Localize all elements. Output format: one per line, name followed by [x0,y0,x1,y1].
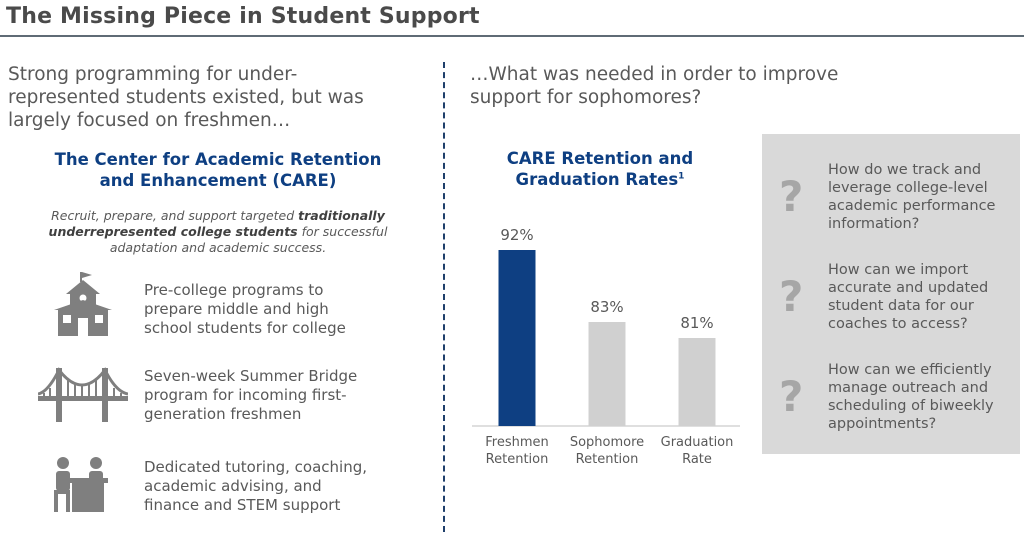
chart-category-label: Sophomore [570,435,644,450]
question-text-3: How can we efficiently manage outreach a… [828,361,1013,433]
chart-title: CARE Retention and Graduation Rates1 [470,148,730,190]
item-line: Dedicated tutoring, coaching, [144,458,367,476]
care-description: Recruit, prepare, and support targeted t… [14,208,422,256]
chart-bar [498,250,536,426]
chart-title-footnote: 1 [678,171,685,182]
item-line: program for incoming first- [144,386,347,404]
right-lead-line: …What was needed in order to improve [470,64,839,85]
question-line: academic performance [828,198,996,214]
question-line: coaches to access? [828,316,968,332]
chart-category-label: Retention [576,452,639,467]
chart-data-label: 83% [590,298,623,316]
left-lead-line: Strong programming for under- [8,64,298,85]
questions-panel [762,134,1020,454]
section-divider [443,62,445,532]
care-desc-text: Recruit, prepare, and support targeted [51,208,299,223]
item-text-summer-bridge: Seven-week Summer Bridge program for inc… [144,367,394,424]
question-line: leverage college-level [828,180,988,196]
question-line: appointments? [828,416,937,432]
care-desc-emphasis: traditionally underrepresented college s… [48,208,385,239]
title-rule [0,35,1024,37]
chart-data-label: 92% [500,226,533,244]
item-line: school students for college [144,319,346,337]
care-title-line: The Center for Academic Retention [54,150,382,169]
question-text-1: How do we track and leverage college-lev… [828,161,1013,233]
chart-category-label: Graduation [661,435,734,450]
care-title: The Center for Academic Retention and En… [14,149,422,191]
item-line: finance and STEM support [144,496,341,514]
chart-title-line: CARE Retention and [506,149,694,168]
item-line: Seven-week Summer Bridge [144,367,358,385]
chart-title-text: Graduation Rates [515,170,679,189]
question-line: manage outreach and [828,380,989,396]
question-text-2: How can we import accurate and updated s… [828,261,1013,333]
chart-category-label: Rate [682,452,712,467]
left-lead-line: represented students existed, but was [8,87,364,108]
question-line: How do we track and [828,162,982,178]
left-lead-line: largely focused on freshmen… [8,110,291,131]
question-line: How can we efficiently [828,362,992,378]
question-mark-icon: ? [779,172,804,221]
question-line: student data for our [828,298,974,314]
question-line: scheduling of biweekly [828,398,994,414]
tutoring-desk-icon [50,456,116,518]
item-line: Pre-college programs to [144,281,324,299]
item-text-tutoring: Dedicated tutoring, coaching, academic a… [144,458,394,515]
schoolhouse-icon [54,272,112,342]
chart-bar [678,338,716,426]
chart-title-line: Graduation Rates1 [470,169,730,190]
retention-bar-chart: 92% Freshmen Retention 83% Sophomore Retentio… [472,226,740,467]
question-line: accurate and updated [828,280,989,296]
chart-category-label: Freshmen [485,435,549,450]
bridge-icon [37,366,129,428]
left-lead-text: Strong programming for under- represente… [8,63,428,132]
item-line: academic advising, and [144,477,322,495]
chart-bar [588,322,626,426]
item-line: generation freshmen [144,405,302,423]
item-text-precollege: Pre-college programs to prepare middle a… [144,281,394,338]
slide-title: The Missing Piece in Student Support [6,4,480,29]
question-mark-icon: ? [779,272,804,321]
question-mark-icon: ? [779,372,804,421]
care-desc-text: for successful adaptation and academic s… [109,224,388,255]
chart-data-label: 81% [680,314,713,332]
question-line: information? [828,216,920,232]
right-lead-text: …What was needed in order to improve sup… [470,63,890,109]
right-lead-line: support for sophomores? [470,87,702,108]
chart-category-label: Retention [486,452,549,467]
care-title-line: and Enhancement (CARE) [99,171,337,190]
item-line: prepare middle and high [144,300,329,318]
question-line: How can we import [828,262,969,278]
